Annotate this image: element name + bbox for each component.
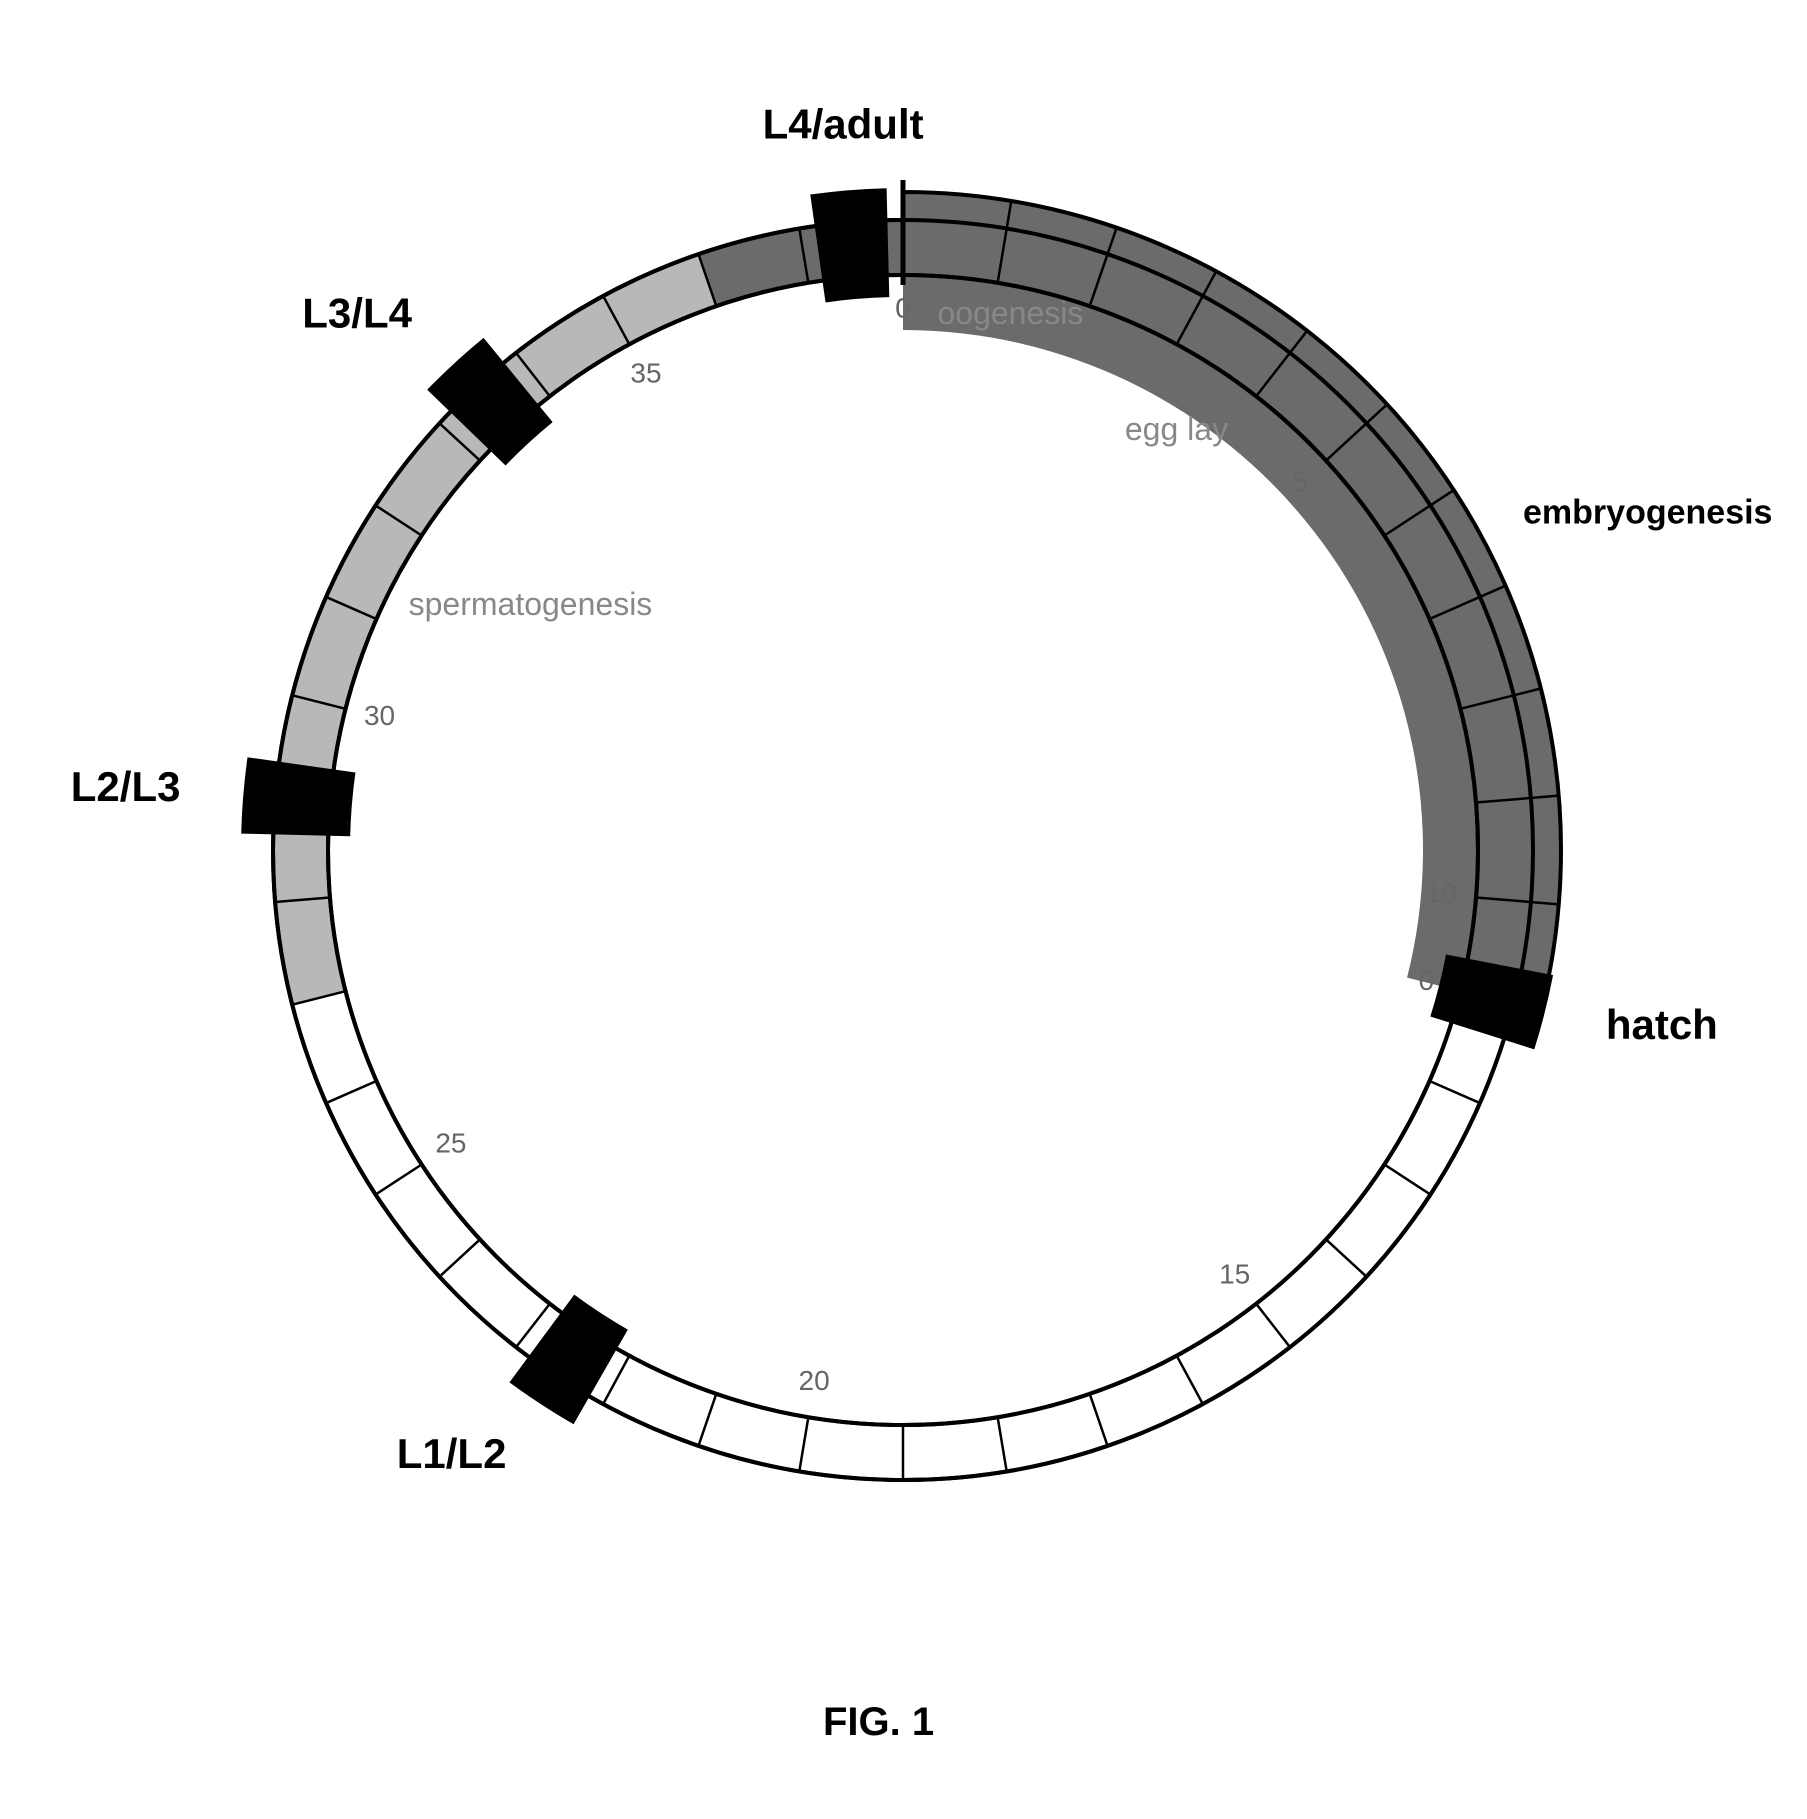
inner-tick-number: 5 xyxy=(1293,467,1309,498)
stage-label: L1/L2 xyxy=(397,1430,507,1477)
phase-label: oogenesis xyxy=(937,295,1083,331)
inner-tick-number: 0 xyxy=(895,292,911,323)
stage-label: hatch xyxy=(1606,1001,1718,1048)
inner-tick-number: 10 xyxy=(1426,877,1457,908)
outer-tick-number: 25 xyxy=(435,1128,466,1159)
stage-marker xyxy=(241,757,355,836)
phase-label: egg lay xyxy=(1125,411,1228,447)
outer-tick-number: 30 xyxy=(364,700,395,731)
lifecycle-diagram: 0510152025303505100hatchL1/L2L2/L3L3/L4L… xyxy=(0,0,1807,1819)
outer-tick-number: 35 xyxy=(630,357,661,388)
stage-marker xyxy=(810,188,889,302)
phase-label: spermatogenesis xyxy=(409,586,653,622)
hatch-zero-label: 0 xyxy=(1419,965,1435,996)
inner-segment xyxy=(903,275,1478,991)
figure-caption: FIG. 1 xyxy=(823,1700,934,1745)
outer-tick-number: 20 xyxy=(799,1365,830,1396)
outer-tick-number: 15 xyxy=(1219,1259,1250,1290)
stage-label: L2/L3 xyxy=(71,763,181,810)
phase-label: embryogenesis xyxy=(1523,493,1772,531)
stage-label: L3/L4 xyxy=(302,290,412,337)
stage-label: L4/adult xyxy=(763,101,924,148)
